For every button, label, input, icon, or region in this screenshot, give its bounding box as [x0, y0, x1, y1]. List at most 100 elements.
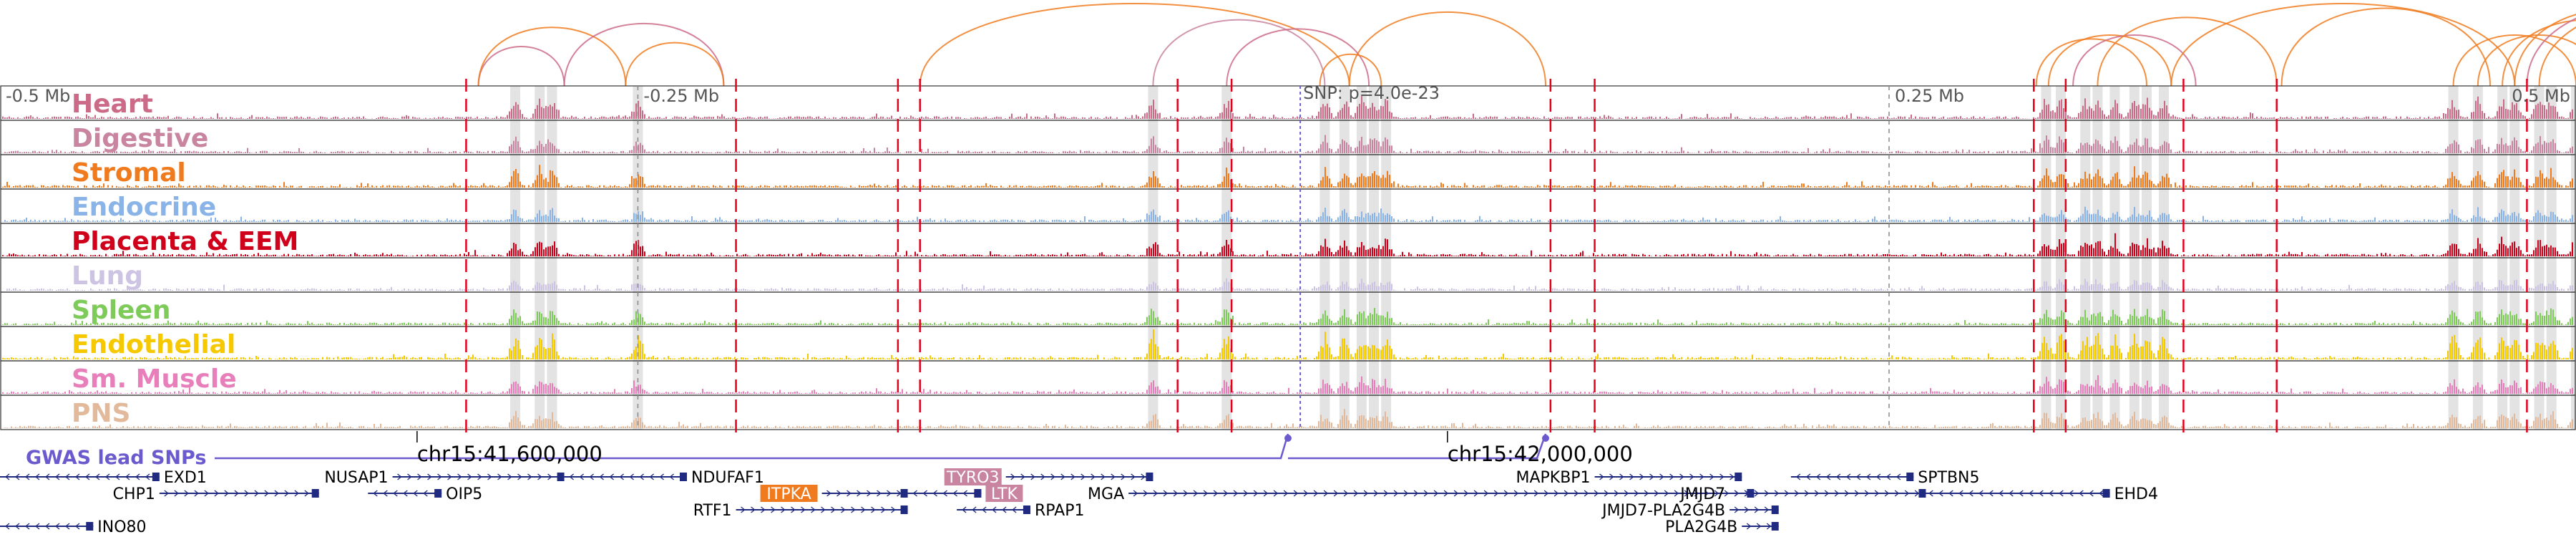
strand-chevron [437, 473, 442, 480]
strand-chevron [1875, 473, 1881, 480]
strand-chevron [1679, 473, 1684, 480]
strand-chevron [1865, 473, 1871, 480]
strand-chevron [24, 523, 30, 530]
strand-chevron [1243, 490, 1249, 497]
track-label: Sm. Muscle [72, 364, 237, 394]
strand-chevron [477, 473, 482, 480]
chromatin-loop-arc [2514, 14, 2576, 87]
track-frame [0, 120, 2576, 155]
gene-exon [1771, 505, 1779, 514]
strand-chevron [1729, 473, 1735, 480]
strand-chevron [1639, 473, 1644, 480]
strand-chevron [1010, 473, 1015, 480]
gene-exon [152, 473, 160, 481]
strand-chevron [629, 473, 634, 480]
strand-chevron [1353, 490, 1359, 497]
signal-track-8 [2, 375, 2573, 394]
strand-chevron [1694, 490, 1699, 497]
strand-chevron [1885, 473, 1891, 480]
strand-chevron [1815, 473, 1821, 480]
gene-oip5: OIP5 [368, 485, 482, 503]
gene-label: EXD1 [164, 469, 207, 487]
strand-chevron [1091, 473, 1096, 480]
chromatin-loop-arc [2035, 38, 2147, 87]
strand-chevron [836, 490, 841, 497]
track-label: Spleen [72, 296, 171, 325]
strand-chevron [1756, 523, 1762, 530]
strand-chevron [1884, 490, 1890, 497]
offset-label: -0.5 Mb [6, 86, 70, 106]
strand-chevron [1599, 473, 1604, 480]
strand-chevron [649, 473, 654, 480]
chromatin-loop-arc [2047, 34, 2172, 87]
gene-exon [1023, 505, 1030, 514]
strand-chevron [487, 473, 492, 480]
strand-chevron [2079, 490, 2084, 497]
chromatin-loop-arc [563, 22, 725, 87]
strand-chevron [537, 473, 542, 480]
gene-ndufaf1: NDUFAF1 [564, 469, 764, 487]
strand-chevron [497, 473, 502, 480]
strand-chevron [1874, 490, 1880, 497]
strand-chevron [1704, 490, 1709, 497]
strand-chevron [887, 490, 892, 497]
strand-chevron [407, 473, 412, 480]
strand-chevron [639, 473, 644, 480]
strand-chevron [397, 473, 402, 480]
strand-chevron [1050, 473, 1055, 480]
strand-chevron [1273, 490, 1279, 497]
strand-chevron [244, 490, 249, 497]
strand-chevron [599, 473, 604, 480]
gene-exon [1771, 522, 1779, 531]
chromatin-loop-arc [2538, 26, 2576, 87]
strand-chevron [1533, 490, 1539, 497]
signal-tracks-layer: Heart Digestive Stromal Endocrine Placenta &… [0, 79, 2576, 434]
gene-exon [900, 505, 908, 514]
strand-chevron [1864, 490, 1870, 497]
track-label: Endocrine [72, 193, 216, 222]
strand-chevron [897, 490, 902, 497]
strand-chevron [992, 506, 997, 513]
strand-chevron [383, 490, 388, 497]
gene-exon [86, 522, 94, 531]
strand-chevron [1654, 490, 1659, 497]
strand-chevron [1413, 490, 1419, 497]
strand-chevron [94, 473, 100, 480]
strand-chevron [204, 490, 209, 497]
gene-pla2g4b: PLA2G4B [1665, 518, 1779, 536]
signal-track-6 [2, 308, 2573, 325]
strand-chevron [1574, 490, 1579, 497]
strand-chevron [125, 473, 130, 480]
strand-chevron [104, 473, 110, 480]
chromatin-loop-arc [2072, 34, 2197, 87]
strand-chevron [1938, 490, 1943, 497]
gene-exon [1735, 473, 1742, 481]
signal-track-9 [2, 409, 2573, 428]
strand-chevron [74, 523, 80, 530]
strand-chevron [507, 473, 512, 480]
strand-chevron [1774, 490, 1780, 497]
gene-chp1: CHP1 [113, 485, 319, 503]
gene-rtf1: RTF1 [693, 502, 908, 520]
gene-highlight-box [985, 485, 1023, 502]
strand-chevron [194, 490, 199, 497]
gene-exon [311, 489, 319, 498]
strand-chevron [1614, 490, 1619, 497]
strand-chevron [1313, 490, 1319, 497]
strand-chevron [1403, 490, 1409, 497]
track-label: Heart [72, 90, 153, 119]
strand-chevron [1453, 490, 1459, 497]
gene-exon [434, 489, 442, 498]
strand-chevron [224, 490, 229, 497]
strand-chevron [457, 473, 462, 480]
strand-chevron [579, 473, 584, 480]
strand-chevron [962, 490, 967, 497]
strand-chevron [1423, 490, 1429, 497]
gene-mapkbp1: MAPKBP1 [1516, 469, 1742, 487]
strand-chevron [972, 506, 977, 513]
strand-chevron [1163, 490, 1169, 497]
strand-chevron [1393, 490, 1399, 497]
chromatin-loop-arc [2526, 17, 2576, 87]
gene-tyro3: TYRO3 [944, 468, 1153, 487]
